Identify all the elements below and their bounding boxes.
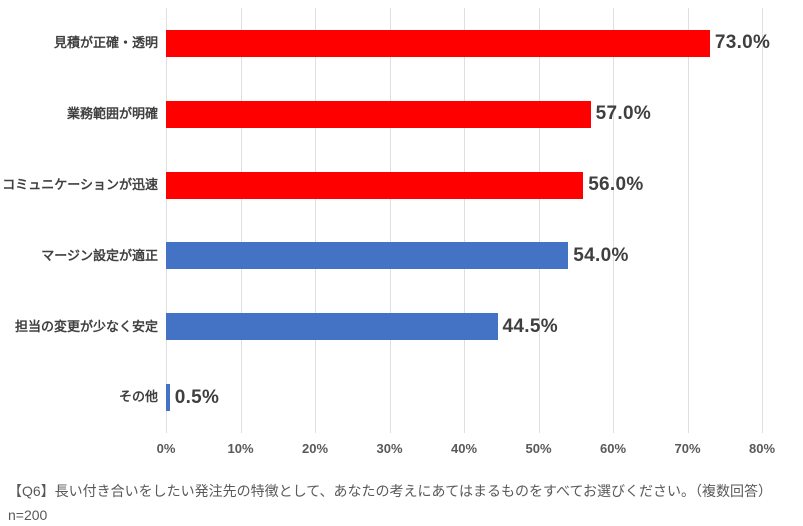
bar — [166, 29, 710, 57]
bar — [166, 313, 498, 341]
value-label: 54.0% — [573, 244, 629, 266]
gridline — [762, 8, 763, 433]
bar — [166, 100, 591, 128]
value-label: 73.0% — [714, 32, 771, 54]
x-tick-label: 80% — [748, 441, 776, 456]
category-label: マージン設定が適正 — [41, 247, 158, 263]
x-tick-label: 0% — [156, 441, 176, 456]
x-tick-label: 60% — [599, 441, 627, 456]
chart-row: マージン設定が適正 54.0% — [0, 220, 803, 291]
row-plot: 54.0% — [166, 242, 762, 270]
value-label: 57.0% — [595, 103, 652, 125]
value-label: 0.5% — [174, 386, 220, 408]
bar-chart: 見積が正確・透明 73.0% 業務範囲が明確 57.0% コミュニケーションが迅速 56.… — [0, 8, 803, 461]
gridlines — [166, 8, 763, 433]
chart-row: 見積が正確・透明 73.0% — [0, 8, 803, 79]
row-plot: 73.0% — [166, 29, 770, 57]
row-plot: 57.0% — [166, 100, 762, 128]
gridline — [166, 8, 167, 433]
row-plot: 0.5% — [166, 384, 762, 412]
gridline — [687, 8, 689, 433]
row-plot: 56.0% — [166, 171, 762, 199]
value-label: 44.5% — [502, 315, 558, 337]
value-label: 56.0% — [588, 174, 644, 196]
gridline — [613, 8, 614, 433]
chart-caption: 【Q6】長い付き合いをしたい発注先の特徴として、あなたの考えにあてはまるものをす… — [8, 483, 773, 523]
category-label: 担当の変更が少なく安定 — [14, 318, 158, 334]
chart-row: コミュニケーションが迅速 56.0% — [0, 150, 803, 221]
chart-rows: 見積が正確・透明 73.0% 業務範囲が明確 57.0% コミュニケーションが迅速 56.… — [0, 8, 803, 433]
gridline — [538, 8, 540, 433]
bar — [166, 171, 584, 199]
gridline — [240, 8, 242, 433]
gridline — [315, 8, 316, 433]
bar — [166, 384, 170, 412]
chart-row: その他 0.5% — [0, 362, 803, 433]
chart-row: 担当の変更が少なく安定 44.5% — [0, 291, 803, 362]
row-plot: 44.5% — [166, 313, 762, 341]
x-tick-label: 30% — [376, 441, 403, 456]
category-label: 業務範囲が明確 — [66, 106, 158, 122]
category-label: コミュニケーションが迅速 — [2, 176, 158, 192]
bar — [166, 242, 569, 270]
x-axis: 0% 10% 20% 30% 40% 50% 60% 70% 80% — [157, 441, 775, 461]
gridline — [389, 8, 391, 433]
x-tick-label: 10% — [227, 441, 254, 456]
x-tick-label: 20% — [301, 441, 329, 456]
category-label: その他 — [118, 389, 158, 405]
category-label: 見積が正確・透明 — [53, 35, 158, 51]
x-tick-label: 70% — [674, 441, 701, 456]
gridline — [464, 8, 465, 433]
chart-row: 業務範囲が明確 57.0% — [0, 79, 803, 150]
x-tick-label: 40% — [450, 441, 478, 456]
x-tick-label: 50% — [525, 441, 552, 456]
